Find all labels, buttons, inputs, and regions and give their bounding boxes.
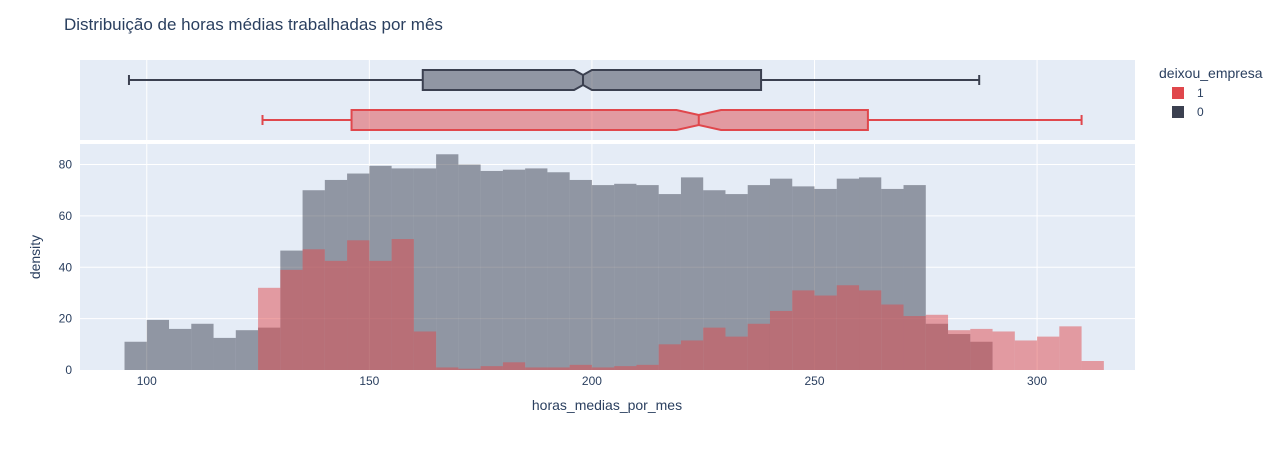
histogram-bar-0 (658, 194, 681, 370)
histogram-bar-0 (169, 328, 192, 370)
histogram-bar-0 (458, 164, 481, 370)
histogram-bar-1 (458, 368, 481, 370)
histogram-bar-1 (636, 364, 659, 370)
histogram-bar-0 (413, 168, 437, 370)
histogram-bar-0 (525, 168, 548, 370)
histogram-bar-0 (235, 330, 259, 370)
histogram-bar-0 (146, 319, 170, 370)
histogram-bar-1 (525, 367, 548, 370)
histogram-bar-1 (347, 240, 370, 370)
histogram-bar-1 (280, 269, 303, 370)
histogram-bar-1 (725, 336, 748, 370)
histogram-bar-0 (191, 323, 214, 370)
y-tick-label: 20 (59, 312, 73, 326)
legend-item-0[interactable]: 0 (1172, 105, 1204, 119)
histogram-bar-0 (636, 185, 659, 370)
histogram-bar-1 (769, 310, 793, 370)
legend-label-0: 0 (1197, 105, 1204, 119)
histogram-bar-1 (836, 285, 860, 370)
x-tick-label: 300 (1027, 374, 1047, 388)
histogram-bar-1 (948, 330, 971, 370)
histogram-bar-1 (747, 323, 770, 370)
y-axis-title: density (27, 235, 43, 279)
histogram-bar-1 (925, 314, 949, 370)
histogram-bar-1 (413, 331, 437, 370)
y-tick-label: 80 (59, 158, 73, 172)
histogram-bar-1 (480, 366, 503, 370)
y-tick-label: 0 (65, 363, 72, 377)
histogram-bar-0 (213, 337, 236, 370)
histogram-bar-1 (814, 295, 837, 370)
legend-swatch-0 (1172, 106, 1184, 118)
histogram-bar-0 (725, 194, 748, 370)
histogram-bar-0 (680, 177, 704, 370)
histogram-bar-0 (569, 179, 592, 370)
legend-label-1: 1 (1197, 86, 1204, 100)
chart-title: Distribuição de horas médias trabalhadas… (64, 15, 443, 34)
histogram-bar-0 (436, 154, 459, 370)
histogram-bar-1 (547, 367, 570, 370)
histogram-bar-1 (1081, 361, 1104, 370)
legend-swatch-1 (1172, 87, 1184, 99)
histogram-bar-1 (614, 366, 637, 370)
x-tick-label: 200 (582, 374, 602, 388)
histogram-bar-1 (1059, 326, 1082, 370)
histogram-bar-1 (436, 367, 459, 370)
legend-title: deixou_empresa (1159, 65, 1263, 81)
histogram-layer (124, 154, 1104, 370)
y-tick-label: 40 (59, 260, 73, 274)
histogram-bar-1 (324, 260, 348, 370)
histogram-bar-1 (302, 249, 325, 370)
histogram-bar-1 (970, 328, 993, 370)
x-axis-title: horas_medias_por_mes (532, 397, 682, 413)
legend-item-1[interactable]: 1 (1172, 86, 1204, 100)
histogram-bar-1 (258, 287, 281, 370)
histogram-bar-1 (881, 304, 904, 370)
histogram-bar-0 (547, 172, 570, 370)
histogram-bar-1 (859, 290, 882, 370)
histogram-bar-1 (502, 362, 526, 370)
box-body-0 (421, 69, 763, 91)
histogram-bar-1 (680, 340, 704, 370)
histogram-bar-1 (792, 290, 815, 370)
y-tick-label: 60 (59, 209, 73, 223)
histogram-bar-1 (903, 316, 926, 370)
histogram-bar-0 (614, 183, 637, 370)
x-tick-label: 100 (137, 374, 157, 388)
histogram-bar-1 (369, 260, 392, 370)
box-body-1 (350, 109, 869, 131)
histogram-bar-0 (502, 169, 526, 370)
histogram-bar-0 (124, 341, 147, 370)
x-tick-label: 150 (359, 374, 379, 388)
histogram-bar-0 (591, 185, 615, 370)
histogram-bar-0 (703, 190, 726, 370)
histogram-bar-1 (658, 344, 681, 370)
x-tick-label: 250 (804, 374, 824, 388)
histogram-bar-0 (480, 170, 503, 370)
histogram-bar-1 (703, 327, 726, 370)
histogram-bar-1 (992, 331, 1015, 370)
histogram-bar-1 (569, 364, 592, 370)
histogram-bar-1 (391, 239, 414, 370)
box-plot-layer (127, 69, 1083, 131)
legend[interactable]: deixou_empresa 1 0 (1159, 65, 1263, 119)
histogram-bar-1 (1037, 336, 1060, 370)
tick-layer: 100 150 200 250 300 0 20 40 60 80 (59, 158, 1048, 388)
histogram-bar-1 (1014, 340, 1038, 370)
histogram-bar-1 (591, 367, 615, 370)
